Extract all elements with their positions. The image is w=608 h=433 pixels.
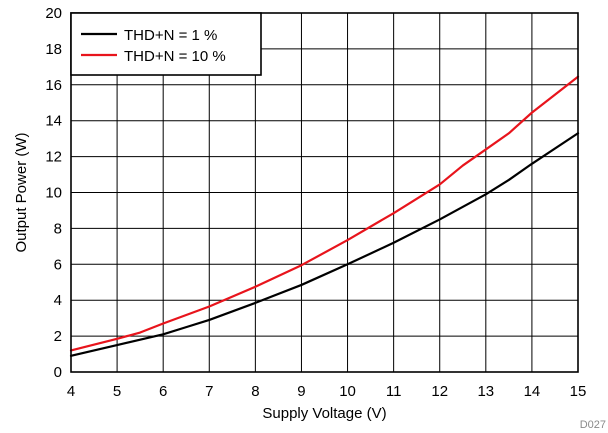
plot-area-frame	[70, 12, 579, 373]
legend-label-thd-1-percent: THD+N = 1 %	[124, 27, 217, 44]
x-tick-label: 5	[113, 383, 121, 400]
y-axis-title: Output Power (W)	[13, 132, 30, 252]
y-tick-label: 10	[45, 185, 62, 202]
x-tick-label: 13	[477, 383, 494, 400]
x-tick-label: 6	[159, 383, 167, 400]
y-tick-label: 6	[54, 256, 62, 273]
y-axis-tick-labels: 0 2 4 6 8 10 12 14 16 18 20	[45, 5, 62, 381]
series-line-thd-1-percent	[69, 132, 580, 357]
series-line-thd-10-percent	[69, 75, 580, 352]
legend-box	[70, 12, 262, 76]
y-tick-label: 20	[45, 5, 62, 22]
y-tick-label: 4	[54, 292, 62, 309]
x-tick-label: 14	[524, 383, 541, 400]
x-tick-label: 9	[297, 383, 305, 400]
y-tick-label: 14	[45, 113, 62, 130]
x-tick-label: 11	[386, 383, 402, 400]
series-layer	[69, 75, 580, 357]
y-tick-label: 18	[45, 41, 62, 58]
figure-id: D027	[580, 419, 606, 431]
x-tick-label: 15	[570, 383, 587, 400]
y-tick-label: 16	[45, 77, 62, 94]
y-tick-label: 2	[54, 328, 62, 345]
x-axis-title: Supply Voltage (V)	[262, 405, 386, 422]
y-tick-label: 8	[54, 220, 62, 237]
legend-label-thd-10-percent: THD+N = 10 %	[124, 48, 226, 65]
x-tick-label: 8	[251, 383, 259, 400]
x-axis-tick-labels: 4 5 6 7 8 9 10 11 12 13 14 15	[67, 383, 587, 400]
x-tick-label: 4	[67, 383, 75, 400]
x-tick-label: 12	[431, 383, 448, 400]
x-tick-label: 7	[205, 383, 213, 400]
y-tick-label: 0	[54, 364, 62, 381]
x-tick-label: 10	[339, 383, 356, 400]
legend: THD+N = 1 % THD+N = 10 %	[70, 12, 262, 76]
y-tick-label: 12	[45, 149, 62, 166]
